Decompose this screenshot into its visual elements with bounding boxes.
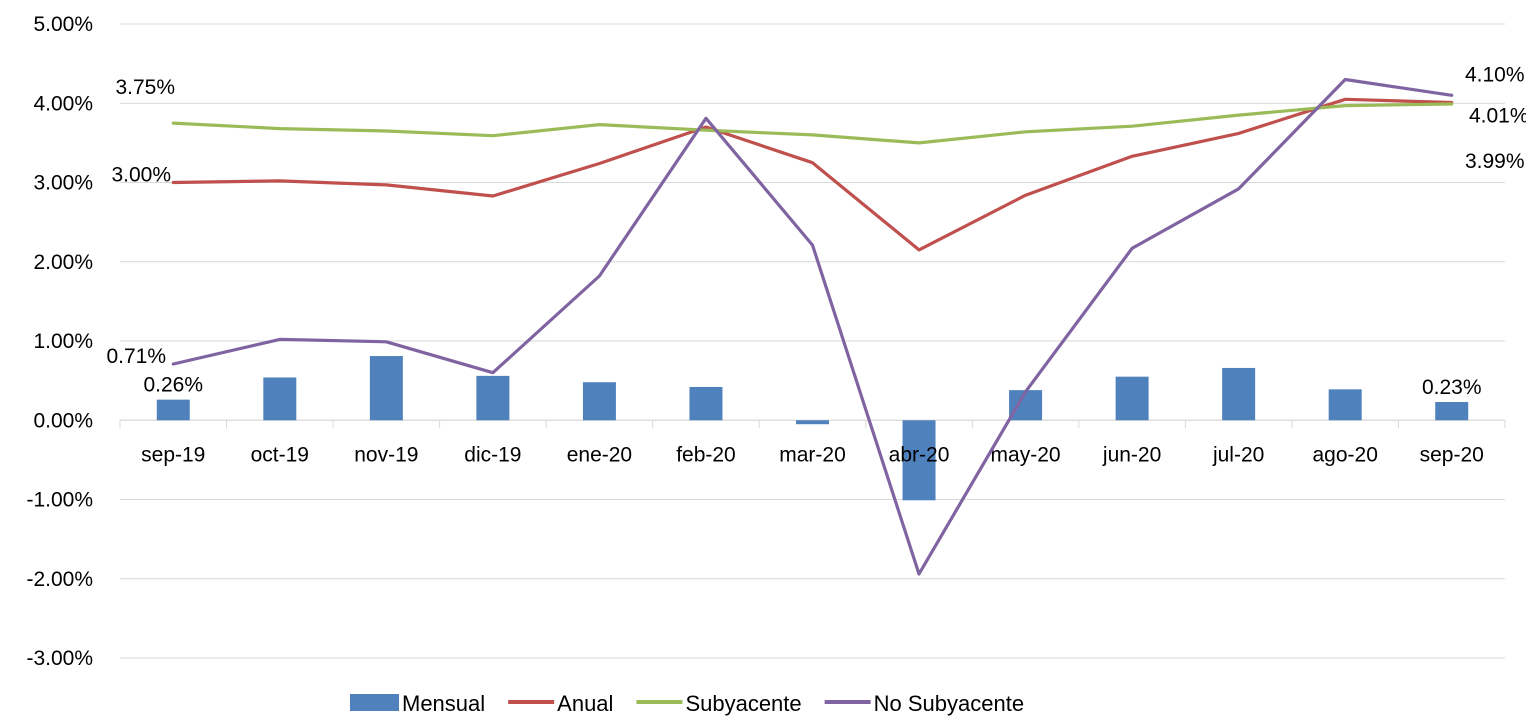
bar bbox=[263, 377, 297, 421]
x-tick-label: may-20 bbox=[991, 443, 1061, 466]
x-tick-label: dic-19 bbox=[464, 443, 521, 466]
data-label: 3.99% bbox=[1465, 150, 1525, 173]
x-tick-label: jun-20 bbox=[1102, 443, 1161, 466]
y-tick-label: 2.00% bbox=[33, 251, 93, 274]
series-line bbox=[171, 77, 1454, 576]
bar bbox=[902, 420, 936, 501]
x-tick-label: oct-19 bbox=[251, 443, 309, 466]
bar bbox=[369, 356, 403, 421]
y-tick-label: 0.00% bbox=[33, 409, 93, 432]
data-label: 4.10% bbox=[1465, 63, 1525, 86]
y-tick-label: -3.00% bbox=[26, 647, 93, 670]
legend-swatch bbox=[350, 694, 399, 711]
y-tick-label: 1.00% bbox=[33, 330, 93, 353]
y-axis-tick-labels: 5.00% 4.00% 3.00% 2.00% 1.00% 0.00% -1.00% -2.0… bbox=[26, 13, 93, 670]
y-tick-label: 3.00% bbox=[33, 172, 93, 195]
data-labels: 3.75% 3.00% 0.71% 0.26% 4.10% 4.01% 3.99% 0.23% bbox=[106, 63, 1526, 399]
bar bbox=[1328, 389, 1362, 421]
x-tick-label: sep-19 bbox=[141, 443, 205, 466]
legend-label: Subyacente bbox=[685, 691, 801, 716]
x-tick-label: mar-20 bbox=[779, 443, 846, 466]
legend: Mensual Anual Subyacente No Subyacente bbox=[350, 691, 1024, 716]
y-tick-label: 4.00% bbox=[33, 92, 93, 115]
series-line bbox=[171, 97, 1454, 252]
bar bbox=[1435, 402, 1469, 421]
series-line bbox=[171, 102, 1454, 145]
bar bbox=[1115, 376, 1149, 421]
x-tick-label: nov-19 bbox=[354, 443, 418, 466]
x-tick-label: abr-20 bbox=[889, 443, 950, 466]
x-tick-label: ene-20 bbox=[567, 443, 632, 466]
legend-label: No Subyacente bbox=[874, 691, 1024, 716]
mensual-bars bbox=[156, 356, 1469, 501]
bar bbox=[689, 386, 723, 421]
bar bbox=[1009, 390, 1043, 421]
y-tick-label: -2.00% bbox=[26, 568, 93, 591]
y-tick-label: -1.00% bbox=[26, 489, 93, 512]
x-tick-label: jul-20 bbox=[1212, 443, 1264, 466]
bar bbox=[1222, 367, 1256, 421]
x-tick-label: ago-20 bbox=[1312, 443, 1377, 466]
data-label: 3.75% bbox=[115, 76, 175, 99]
bar bbox=[796, 420, 829, 425]
data-label: 0.23% bbox=[1422, 376, 1482, 399]
x-tick-label: sep-20 bbox=[1420, 443, 1484, 466]
x-axis-tick-labels: sep-19 oct-19 nov-19 dic-19 ene-20 feb-20 mar-… bbox=[141, 443, 1484, 466]
data-label: 4.01% bbox=[1469, 104, 1526, 127]
series-lines bbox=[171, 77, 1454, 576]
legend-label: Mensual bbox=[402, 691, 485, 716]
data-label: 3.00% bbox=[111, 164, 171, 187]
y-tick-label: 5.00% bbox=[33, 13, 93, 36]
data-label: 0.26% bbox=[143, 374, 203, 397]
data-label: 0.71% bbox=[106, 345, 166, 368]
bar bbox=[156, 399, 190, 421]
bar bbox=[582, 382, 616, 421]
bar bbox=[476, 375, 510, 421]
x-tick-label: feb-20 bbox=[676, 443, 736, 466]
legend-label: Anual bbox=[557, 691, 613, 716]
